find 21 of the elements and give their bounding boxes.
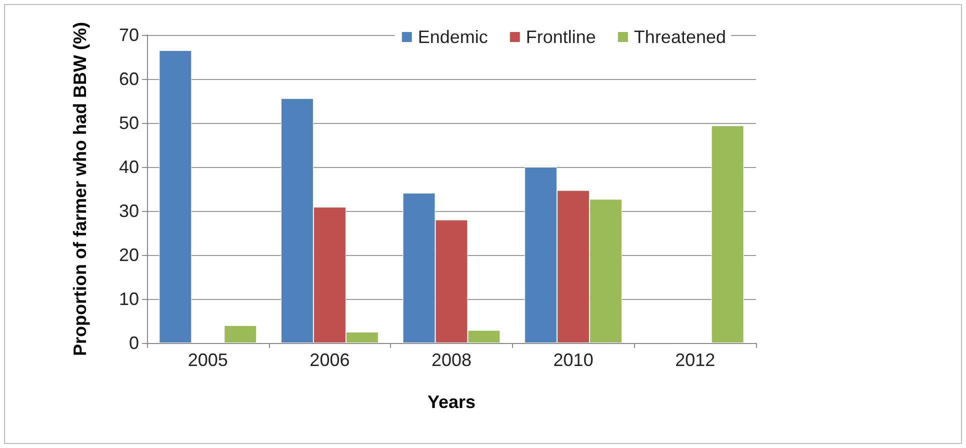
y-tick-label: 60 — [118, 69, 139, 89]
x-tick-label: 2012 — [675, 350, 716, 370]
y-tick-label: 10 — [118, 289, 139, 309]
y-tick-label: 0 — [128, 333, 139, 353]
y-tick-label: 50 — [118, 113, 139, 133]
y-axis-title: Proportion of farmer who had BBW (%) — [70, 22, 90, 356]
bar — [224, 325, 257, 343]
bar — [159, 50, 192, 343]
legend-label: Frontline — [526, 27, 596, 47]
y-tick-label: 20 — [118, 245, 139, 265]
x-tick-label: 2005 — [188, 350, 228, 370]
bar — [711, 126, 744, 343]
legend-label: Threatened — [634, 27, 726, 47]
x-axis-title: Years — [427, 392, 476, 412]
x-tick-label: 2010 — [553, 350, 594, 370]
y-tick-label: 30 — [118, 201, 139, 221]
y-tick-label: 40 — [118, 157, 139, 177]
legend-label: Endemic — [418, 27, 488, 47]
x-tick-label: 2006 — [310, 350, 350, 370]
x-tick-label: 2008 — [431, 350, 472, 370]
y-tick-label: 70 — [118, 25, 139, 45]
